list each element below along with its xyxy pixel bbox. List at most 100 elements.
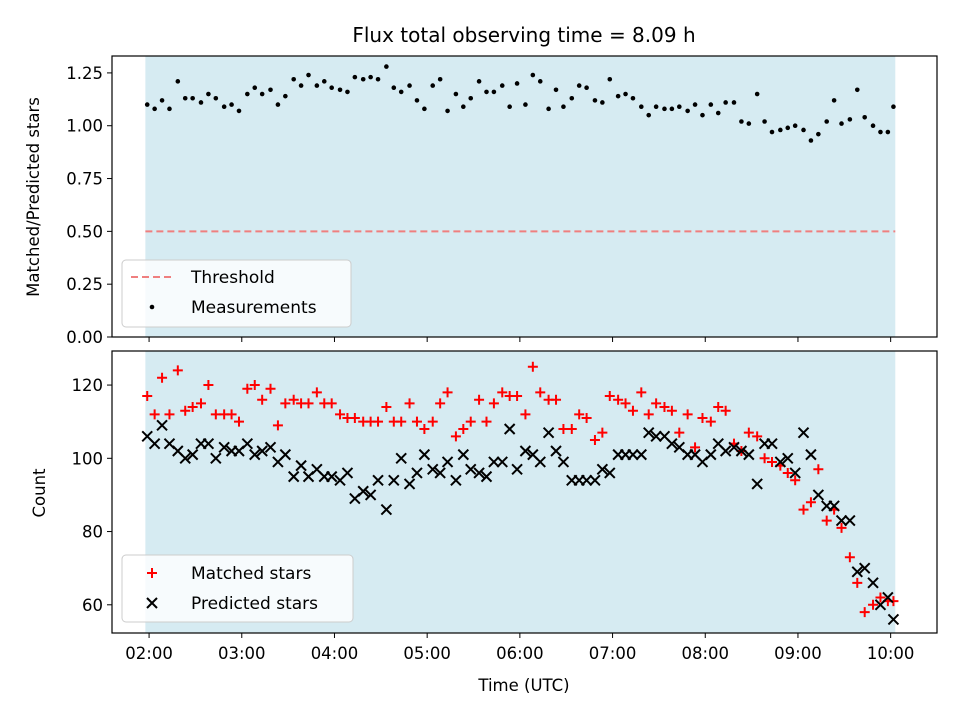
matched-star-point xyxy=(627,405,638,416)
matched-star-point xyxy=(589,434,600,445)
matched-star-point xyxy=(280,398,291,409)
matched-star-point xyxy=(852,577,863,588)
measurement-point xyxy=(352,74,358,80)
matched-star-point xyxy=(488,398,499,409)
matched-star-point xyxy=(157,372,168,383)
predicted-star-point xyxy=(156,419,168,432)
matched-star-point xyxy=(888,596,899,607)
measurement-point xyxy=(407,83,412,88)
predicted-star-point xyxy=(357,485,369,497)
predicted-star-point xyxy=(887,613,900,626)
measurement-point xyxy=(167,106,172,112)
predicted-star-point xyxy=(218,441,230,454)
measurement-point xyxy=(298,83,304,88)
predicted-star-point xyxy=(450,474,462,486)
predicted-star-point xyxy=(388,474,400,486)
matched-star-point xyxy=(558,424,569,435)
predicted-star-point xyxy=(774,456,787,468)
measurement-point xyxy=(646,112,652,118)
measurement-point xyxy=(878,129,883,135)
measurement-point xyxy=(870,123,876,129)
y-tick-label: 0.50 xyxy=(66,222,103,241)
matched-star-point xyxy=(335,409,346,420)
matched-star-point xyxy=(875,592,886,603)
matched-star-point xyxy=(326,398,337,409)
predicted-star-point xyxy=(325,470,338,483)
matched-star-point xyxy=(265,383,276,394)
measurement-point xyxy=(715,110,721,116)
measurement-point xyxy=(391,85,397,90)
matched-star-point xyxy=(752,431,763,442)
predicted-star-point xyxy=(812,489,825,501)
x-tick-label: 10:00 xyxy=(867,644,915,663)
predicted-star-point xyxy=(465,463,477,476)
matched-star-point xyxy=(682,409,693,420)
legend-matched-label: Matched stars xyxy=(191,564,311,584)
measurement-point xyxy=(824,119,829,124)
predicted-star-point xyxy=(186,448,199,461)
predicted-star-point xyxy=(519,445,532,457)
matched-star-point xyxy=(311,387,322,398)
measurement-point xyxy=(175,79,181,84)
measurement-point xyxy=(445,108,450,114)
matched-star-point xyxy=(142,391,153,402)
predicted-star-point xyxy=(418,448,431,461)
predicted-star-point xyxy=(241,437,254,450)
measurement-point xyxy=(306,72,311,78)
measurement-points xyxy=(144,64,896,143)
measurement-point xyxy=(430,83,436,88)
measurement-point xyxy=(229,102,234,107)
matched-star-point xyxy=(272,420,283,431)
measurement-point xyxy=(422,106,427,112)
y-tick-label: 1.25 xyxy=(66,64,103,83)
matched-star-point xyxy=(859,607,870,618)
measurement-point xyxy=(252,85,258,90)
legend-measurements-swatch xyxy=(149,304,155,310)
matched-star-point xyxy=(381,402,392,413)
legend-matched-swatch xyxy=(147,568,157,578)
matched-star-point xyxy=(697,413,708,424)
predicted-star-point xyxy=(457,448,470,461)
measurement-point xyxy=(677,104,682,110)
predicted-star-point xyxy=(202,437,215,450)
matched-star-point xyxy=(836,522,847,533)
measurement-point xyxy=(854,87,860,93)
predicted-star-point xyxy=(751,478,763,490)
measurement-point xyxy=(275,102,281,107)
measurement-point xyxy=(769,129,775,135)
measurement-point xyxy=(461,104,466,110)
y-tick-label: 100 xyxy=(72,449,104,468)
x-tick-label: 08:00 xyxy=(681,644,729,663)
matched-star-point xyxy=(404,398,415,409)
predicted-star-point xyxy=(287,470,300,483)
measurement-point xyxy=(739,119,744,124)
matched-star-point xyxy=(620,398,631,409)
y-tick-label: 60 xyxy=(82,596,103,615)
legend-predicted-swatch xyxy=(146,597,158,609)
predicted-star-point xyxy=(650,430,662,443)
measurement-point xyxy=(623,91,628,97)
matched-star-point xyxy=(581,413,592,424)
matched-star-point xyxy=(604,391,615,402)
predicted-star-point xyxy=(728,441,740,454)
predicted-star-point xyxy=(858,562,871,574)
matched-star-point xyxy=(242,383,253,394)
matched-star-point xyxy=(187,402,198,413)
predicted-star-point xyxy=(542,426,555,439)
predicted-star-point xyxy=(604,467,616,479)
matched-star-point xyxy=(651,398,662,409)
matched-star-point xyxy=(210,409,221,420)
predicted-star-point xyxy=(434,467,446,479)
bottom-legend: Matched stars Predicted stars xyxy=(121,554,354,623)
measurement-point xyxy=(746,121,752,126)
matched-star-point xyxy=(636,387,647,398)
measurement-point xyxy=(182,95,188,101)
measurement-point xyxy=(862,114,867,120)
measurement-point xyxy=(523,102,528,107)
predicted-star-point xyxy=(295,459,307,472)
predicted-star-point xyxy=(341,467,354,479)
matched-star-point xyxy=(759,453,770,464)
chart-title: Flux total observing time = 8.09 h xyxy=(352,23,695,47)
measurement-point xyxy=(669,106,675,112)
